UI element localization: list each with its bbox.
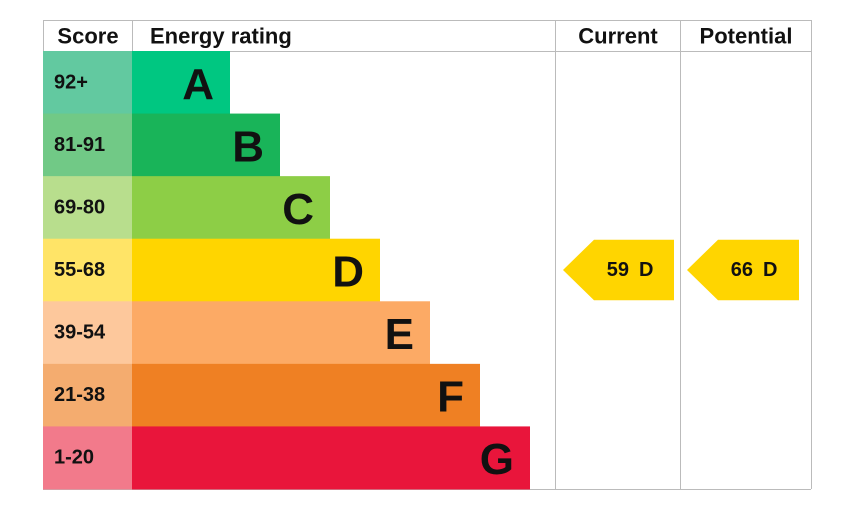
- header-score: Score: [57, 24, 118, 49]
- score-label: 69-80: [54, 196, 105, 218]
- rating-letter: E: [385, 310, 414, 359]
- score-cell: [43, 51, 132, 115]
- rating-letter: D: [332, 247, 364, 296]
- current-arrow: [563, 239, 674, 301]
- rating-letter: F: [437, 373, 464, 422]
- score-cell: [43, 176, 132, 240]
- header-potential: Potential: [700, 24, 793, 49]
- potential-value: 66: [731, 259, 753, 281]
- rating-letter: B: [232, 122, 264, 171]
- score-label: 55-68: [54, 259, 105, 281]
- rating-letter: C: [282, 185, 314, 234]
- rating-bar: [132, 51, 230, 115]
- rating-bar: [132, 113, 280, 177]
- header-current: Current: [578, 24, 658, 49]
- potential-rating: D: [763, 259, 777, 281]
- rating-bar: [132, 176, 330, 240]
- score-cell: [43, 301, 132, 365]
- current-value: 59: [607, 259, 629, 281]
- score-cell: [43, 363, 132, 427]
- score-cell: [43, 426, 132, 490]
- potential-arrow: [687, 239, 799, 301]
- score-label: 1-20: [54, 447, 94, 469]
- score-label: 39-54: [54, 322, 106, 344]
- current-rating: D: [639, 259, 653, 281]
- header-energy-rating: Energy rating: [150, 24, 292, 49]
- rating-bar: [132, 238, 380, 302]
- rating-letter: G: [480, 435, 514, 484]
- score-label: 81-91: [54, 134, 105, 156]
- score-cell: [43, 113, 132, 177]
- score-label: 92+: [54, 71, 88, 93]
- rating-bar: [132, 301, 430, 365]
- rating-letter: A: [182, 60, 214, 109]
- rating-bar: [132, 426, 530, 490]
- score-label: 21-38: [54, 384, 105, 406]
- rating-bar: [132, 363, 480, 427]
- score-cell: [43, 238, 132, 302]
